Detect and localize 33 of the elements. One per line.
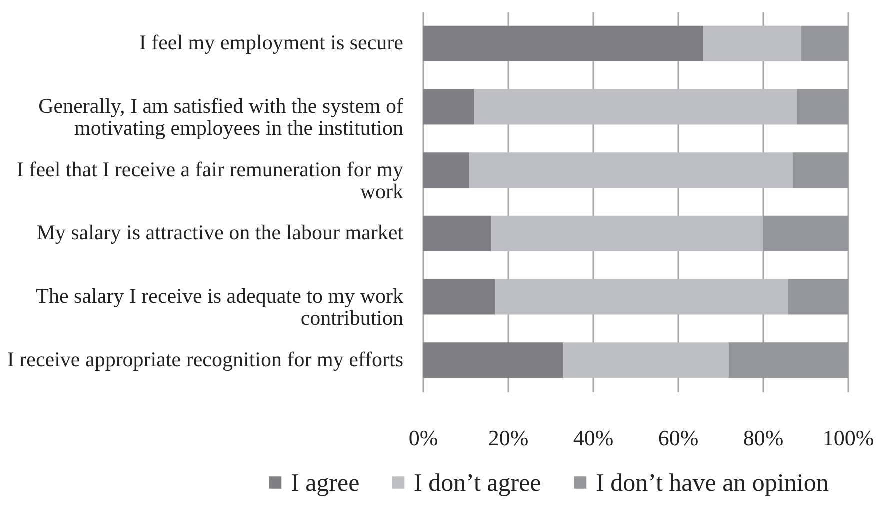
y-tick-label: The salary I receive is adequate to my work contribution [36,284,404,330]
y-tick-label: I feel that I receive a fair remuneration for my work [16,157,404,204]
bar [423,279,496,315]
bar [423,89,474,125]
bar [763,216,848,252]
bar [729,342,848,378]
legend-label: I agree [291,470,360,497]
bar [788,279,848,315]
x-tick-label: 20% [488,426,529,450]
x-tick-label: 80% [743,426,784,450]
x-tick-label: 100% [822,426,874,450]
y-tick-label: Generally, I am satisfied with the system of motivating employees in the institution [38,94,404,140]
bar [423,152,470,188]
legend-label: I don’t agree [414,470,542,497]
bar [423,216,491,252]
x-tick-label: 0% [408,426,438,450]
x-tick-label: 60% [658,426,699,450]
bar [474,89,797,125]
bar [423,26,704,62]
bar [704,26,802,62]
y-tick-label: My salary is attractive on the labour market [36,220,404,245]
bar [423,342,564,378]
bar [563,342,729,378]
bar [491,216,763,252]
x-tick-label: 40% [573,426,614,450]
bar [801,26,848,62]
y-tick-label: I receive appropriate recognition for my efforts [7,347,404,372]
bar [797,89,848,125]
legend-label: I don’t have an opinion [596,470,830,497]
y-tick-label: I feel my employment is secure [139,30,404,55]
bar [792,152,848,188]
bar [495,279,788,315]
bar [470,152,793,188]
